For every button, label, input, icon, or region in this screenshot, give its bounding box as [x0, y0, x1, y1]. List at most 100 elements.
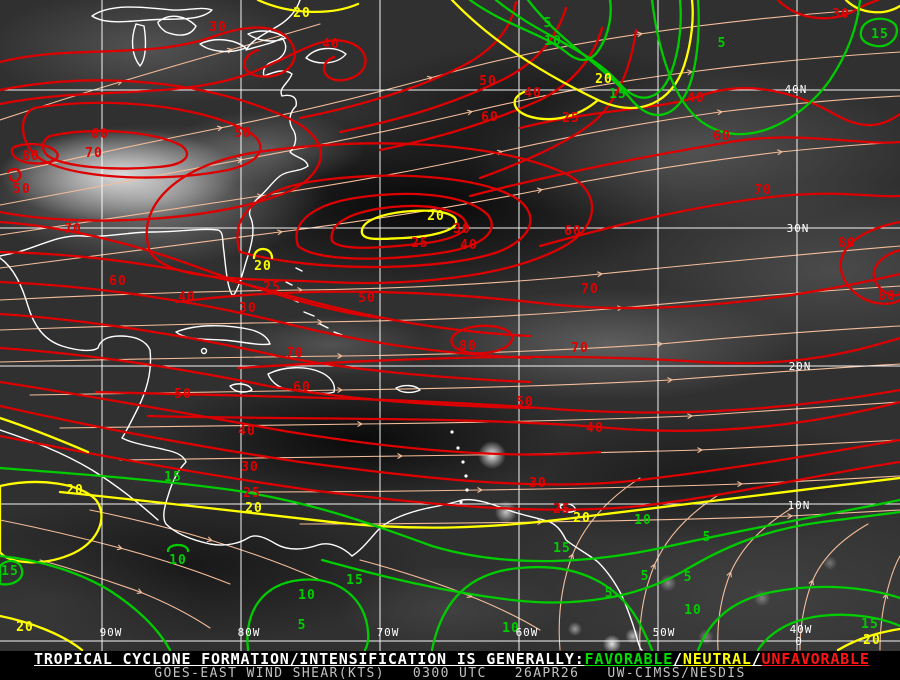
- contour-label-red-60: 60: [293, 380, 311, 395]
- latitude-label-40N: 40N: [785, 83, 808, 96]
- contour-label-red-30: 30: [209, 20, 227, 35]
- streamline: [239, 475, 900, 494]
- contour-label-green-10: 10: [169, 553, 187, 568]
- streamline: [639, 493, 721, 651]
- contour-label-red-50: 50: [174, 387, 192, 402]
- slash-separator: /: [673, 650, 683, 668]
- formation-status-line: TROPICAL CYCLONE FORMATION/INTENSIFICATI…: [34, 652, 900, 667]
- latitude-label-20N: 20N: [789, 360, 812, 373]
- neutral-shear-contour: [360, 209, 458, 241]
- high-shear-contour: [21, 101, 262, 179]
- neutral-shear-contour: [836, 627, 900, 651]
- island: [450, 430, 454, 434]
- low-shear-contour: [494, 0, 682, 99]
- longitude-label-90W: 90W: [100, 626, 123, 639]
- high-shear-contour: [0, 220, 382, 320]
- high-shear-contour: [450, 324, 514, 355]
- island: [459, 500, 463, 504]
- high-shear-contour: [330, 204, 468, 249]
- high-shear-contour: [236, 174, 532, 269]
- contour-label-red-40: 40: [460, 238, 478, 253]
- contour-label-green-5: 5: [605, 586, 614, 601]
- contour-label-green-10: 10: [502, 621, 520, 636]
- streamline: [0, 23, 321, 121]
- high-shear-contour: [0, 346, 532, 410]
- high-shear-contour: [0, 39, 367, 106]
- product-info-line: GOES-EAST WIND SHEAR(KTS) 0300 UTC 26APR26…: [0, 667, 900, 680]
- high-shear-contour: [839, 220, 900, 305]
- high-shear-contour: [94, 388, 900, 414]
- island: [456, 446, 460, 450]
- low-shear-contour: [0, 554, 172, 651]
- low-shear-contour: [0, 559, 24, 586]
- coastline: [131, 23, 147, 67]
- contour-label-red-80: 80: [459, 339, 477, 354]
- product-credit: UW-CIMSS/NESDIS: [607, 666, 746, 680]
- contour-label-green-15: 15: [164, 470, 182, 485]
- contour-label-red-70: 70: [85, 146, 103, 161]
- longitude-label-40W: 40W: [790, 623, 813, 636]
- contour-label-red-80: 80: [22, 149, 40, 164]
- high-shear-contour: [236, 336, 900, 370]
- contour-label-green-10: 10: [298, 588, 316, 603]
- high-shear-contour: [0, 380, 602, 456]
- neutral-shear-contour: [0, 614, 84, 651]
- coastline: [351, 498, 643, 651]
- coastline: [395, 384, 421, 394]
- coastline: [199, 38, 247, 53]
- contour-label-yellow-20: 20: [595, 72, 613, 87]
- low-shear-contour: [430, 565, 654, 651]
- contour-label-green-15: 15: [861, 617, 879, 632]
- contour-label-yellow-20: 20: [16, 620, 34, 635]
- latitude-label-30N: 30N: [787, 222, 810, 235]
- streamline: [29, 363, 900, 396]
- contour-label-green-5: 5: [684, 570, 693, 585]
- high-shear-contour: [6, 167, 22, 183]
- island: [465, 488, 469, 492]
- low-shear-contour: [526, 0, 700, 117]
- contour-label-red-70: 70: [754, 183, 772, 198]
- contour-label-red-50: 50: [234, 126, 252, 141]
- high-shear-contour: [0, 404, 900, 486]
- contour-label-red-40: 40: [524, 86, 542, 101]
- contour-label-green-15: 15: [871, 27, 889, 42]
- high-shear-contour: [174, 272, 900, 310]
- neutral-contour-layer: [0, 0, 900, 651]
- contour-label-green-5: 5: [298, 618, 307, 633]
- high-shear-contour: [0, 79, 322, 222]
- contour-label-red-80: 80: [878, 289, 896, 304]
- high-shear-contour: [0, 26, 296, 78]
- island: [461, 460, 465, 464]
- longitude-label-80W: 80W: [238, 626, 261, 639]
- streamline: [0, 141, 900, 269]
- contour-label-red-40: 40: [178, 290, 196, 305]
- low-shear-contour: [246, 578, 370, 651]
- contour-label-yellow-20: 20: [863, 633, 881, 648]
- contour-label-yellow-20: 20: [293, 6, 311, 21]
- product-time: 0300 UTC: [412, 666, 487, 680]
- latitude-label-0: 0: [795, 635, 803, 648]
- contour-label-yellow-20: 20: [254, 259, 272, 274]
- streamline: [879, 555, 900, 651]
- neutral-shear-contour: [58, 476, 900, 529]
- coastline: [175, 325, 271, 346]
- high-shear-contour: [378, 26, 604, 152]
- streamline: [558, 477, 641, 651]
- contour-label-green-5: 5: [703, 530, 712, 545]
- high-shear-contour: [872, 248, 900, 297]
- contour-label-red-70: 70: [571, 341, 589, 356]
- contour-label-red-60: 60: [564, 224, 582, 239]
- low-shear-contour: [756, 613, 900, 651]
- product-name: GOES-EAST WIND SHEAR(KTS): [154, 666, 385, 680]
- coastline: [91, 6, 213, 23]
- high-shear-contour: [298, 0, 518, 120]
- contour-label-red-70: 70: [286, 346, 304, 361]
- contour-label-red-40: 40: [687, 91, 705, 106]
- neutral-shear-contour: [0, 416, 90, 454]
- neutral-shear-contour: [513, 90, 600, 121]
- contour-label-green-10: 10: [634, 513, 652, 528]
- contour-label-red-50: 50: [13, 182, 31, 197]
- neutral-shear-contour: [844, 0, 900, 14]
